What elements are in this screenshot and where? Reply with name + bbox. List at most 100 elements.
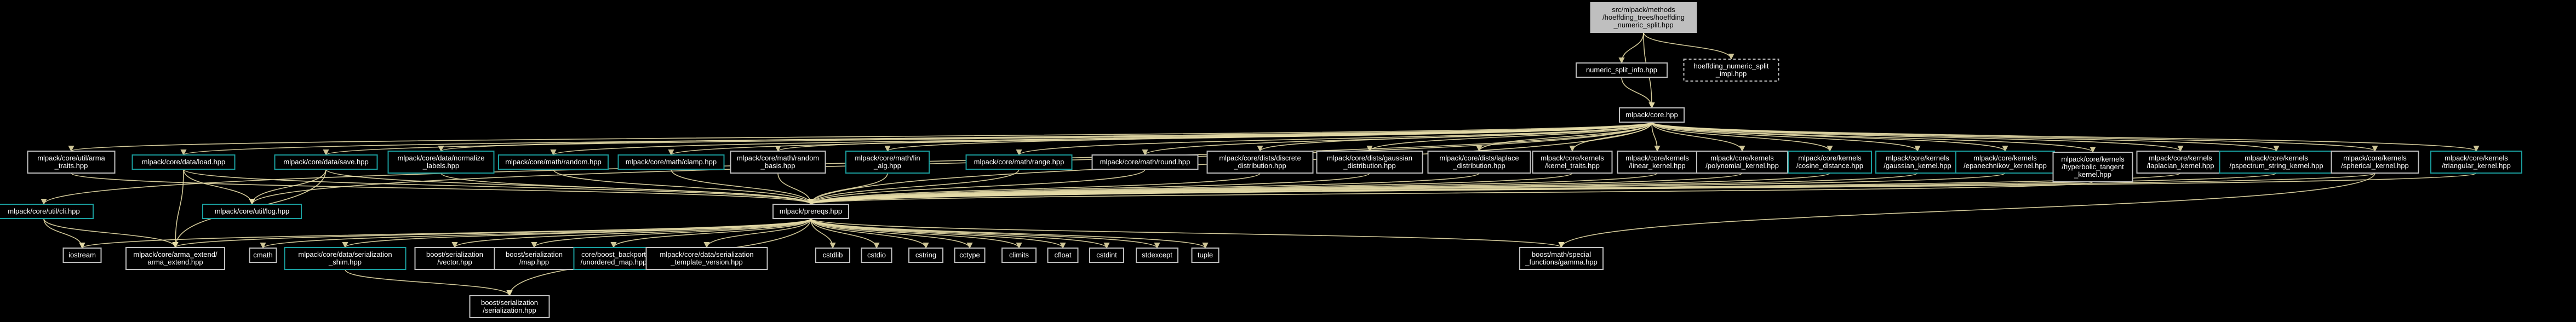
node-label-line: cctype [959, 251, 980, 259]
node-linear_k: mlpack/core/kernels/linear_kernel.hpp [1617, 151, 1698, 174]
node-label-line: mlpack/core.hpp [1625, 111, 1678, 119]
edge-prereqs-to-cstdlib [810, 218, 836, 249]
node-label-line: mlpack/core/math/random [737, 154, 819, 162]
edge-round-to-prereqs [808, 169, 1146, 205]
node-unordered_map[interactable]: core/boost_backport/unordered_map.hpp [573, 247, 654, 270]
edge-core-to-lin_alg [884, 122, 1652, 152]
node-tri_k[interactable]: mlpack/core/kernels/triangular_kernel.hp… [2430, 151, 2522, 174]
node-label-line: /polynomial_kernel.hpp [1705, 162, 1779, 170]
node-label-line: /triangular_kernel.hpp [2442, 162, 2511, 170]
edge-core-to-laplace_k [1651, 122, 2184, 152]
node-label-line: _distribution.hpp [1452, 162, 1505, 170]
node-cctype: cctype [954, 248, 986, 263]
edge-cli-to-iostream [43, 218, 85, 249]
node-box [498, 154, 609, 170]
node-label-line: arma_extend.hpp [147, 258, 203, 266]
node-box [249, 248, 277, 263]
node-ser_vector: boost/serialization/vector.hpp [414, 247, 495, 270]
node-box [2331, 151, 2419, 174]
node-label-line: stdexcept [1142, 251, 1172, 259]
node-box [1696, 151, 1788, 174]
node-gauss_k[interactable]: mlpack/core/kernels/gaussian_kernel.hpp [1875, 151, 1960, 174]
node-label-line: tuple [1198, 251, 1213, 259]
edge-sph_k-to-gamma [1558, 173, 2375, 249]
node-ser_shim[interactable]: mlpack/core/data/serialization_shim.hpp [284, 247, 407, 270]
node-cosine_k[interactable]: mlpack/core/kernels/cosine_distance.hpp [1788, 151, 1872, 174]
node-label-line: _labels.hpp [422, 162, 460, 170]
node-label-line: /unordered_map.hpp [581, 258, 647, 266]
node-pspec_k[interactable]: mlpack/core/kernels/pspectrum_string_ker… [2219, 151, 2334, 174]
node-label-line: mlpack/core/util/arma [37, 154, 105, 162]
node-label-line: /gaussian_kernel.hpp [1884, 162, 1951, 170]
node-label-line: /hyperbolic_tangent [2062, 163, 2124, 171]
node-box [387, 151, 495, 174]
edge-tri_k-to-prereqs [808, 173, 2477, 205]
edge-arma_traits-to-prereqs [71, 173, 814, 205]
node-hyper_k: mlpack/core/kernels/hyperbolic_tangent_k… [2052, 152, 2133, 182]
edge-core-to-arma_traits [68, 122, 1652, 152]
edge-root-to-hnsi [1643, 32, 1734, 60]
node-box [27, 151, 116, 174]
node-label-line: cstdlib [823, 251, 843, 259]
edge-core-to-sph_k [1651, 122, 2378, 152]
node-label-line: /laplacian_kernel.hpp [2147, 162, 2214, 170]
node-clamp[interactable]: mlpack/core/math/clamp.hpp [617, 154, 725, 170]
node-epan_k[interactable]: mlpack/core/kernels/epanechnikov_kernel.… [1955, 151, 2055, 174]
node-label-line: mlpack/core/util/log.hpp [215, 207, 290, 215]
node-box [284, 247, 407, 270]
node-label-line: _functions/gamma.hpp [1525, 258, 1598, 266]
node-box [62, 248, 102, 263]
edge-core-to-hyper_k [1651, 122, 2096, 153]
node-rand_basis: mlpack/core/math/random_basis.hpp [730, 151, 826, 174]
node-label-line: mlpack/core/math/round.hpp [1100, 158, 1190, 166]
edge-save-to-log [249, 169, 327, 205]
node-lin_alg[interactable]: mlpack/core/math/lin_alg.hpp [845, 151, 930, 174]
node-box [1788, 151, 1872, 174]
edge-discrete-to-prereqs [808, 173, 1261, 205]
node-label-line: boost/serialization [506, 250, 563, 258]
node-label-line: mlpack/prereqs.hpp [780, 207, 842, 215]
node-label-line: mlpack/core/kernels [1710, 154, 1774, 162]
node-label-line: mlpack/core/kernels [1541, 154, 1604, 162]
node-box [1683, 59, 1779, 82]
edge-gauss_k-to-prereqs [808, 173, 1918, 205]
node-box [2430, 151, 2522, 174]
node-cfloat: cfloat [1047, 248, 1079, 263]
node-log[interactable]: mlpack/core/util/log.hpp [202, 204, 302, 219]
node-normalize[interactable]: mlpack/core/data/normalize_labels.hpp [387, 151, 495, 174]
node-box [1875, 151, 1960, 174]
node-layer: src/mlpack/methods/hoeffding_trees/hoeff… [0, 2, 2522, 318]
node-laplace_d: mlpack/core/dists/laplace_distribution.h… [1427, 151, 1531, 174]
node-tuple: tuple [1191, 248, 1220, 263]
node-nsi: numeric_split_info.hpp [1576, 62, 1668, 78]
edge-core-to-discrete [1257, 122, 1652, 152]
node-box [202, 204, 302, 219]
node-label-line: /vector.hpp [437, 258, 472, 266]
node-label-line: mlpack/core/math/range.hpp [974, 158, 1064, 166]
node-arma_traits: mlpack/core/util/arma_traits.hpp [27, 151, 116, 174]
edge-nsi-to-core [1621, 77, 1655, 109]
node-random[interactable]: mlpack/core/math/random.hpp [498, 154, 609, 170]
node-range[interactable]: mlpack/core/math/range.hpp [965, 154, 1073, 170]
node-label-line: boost/serialization [481, 298, 538, 307]
node-box [125, 247, 225, 270]
edge-prereqs-to-ser_vector [451, 218, 811, 249]
node-box [573, 247, 654, 270]
edge-core-to-poly_k [1651, 122, 1745, 152]
node-load[interactable]: mlpack/core/data/load.hpp [131, 154, 236, 170]
node-label-line: _traits.hpp [54, 162, 88, 170]
edge-prereqs-to-cstdio [810, 218, 880, 249]
node-box [2219, 151, 2334, 174]
node-kernel_traits: mlpack/core/kernels/kernel_traits.hpp [1532, 151, 1613, 174]
edge-prereqs-to-ser_shim [342, 218, 811, 249]
edge-core-to-linear_k [1651, 122, 1661, 152]
node-label-line: mlpack/core/kernels [1886, 154, 1949, 162]
node-box [131, 154, 236, 170]
edge-core-to-range [1016, 122, 1652, 156]
node-box [1519, 247, 1604, 270]
node-save[interactable]: mlpack/core/data/save.hpp [274, 154, 378, 170]
edge-prereqs-to-climits [810, 218, 1022, 249]
node-cstring: cstring [908, 248, 943, 263]
node-cli[interactable]: mlpack/core/util/cli.hpp [0, 204, 94, 219]
